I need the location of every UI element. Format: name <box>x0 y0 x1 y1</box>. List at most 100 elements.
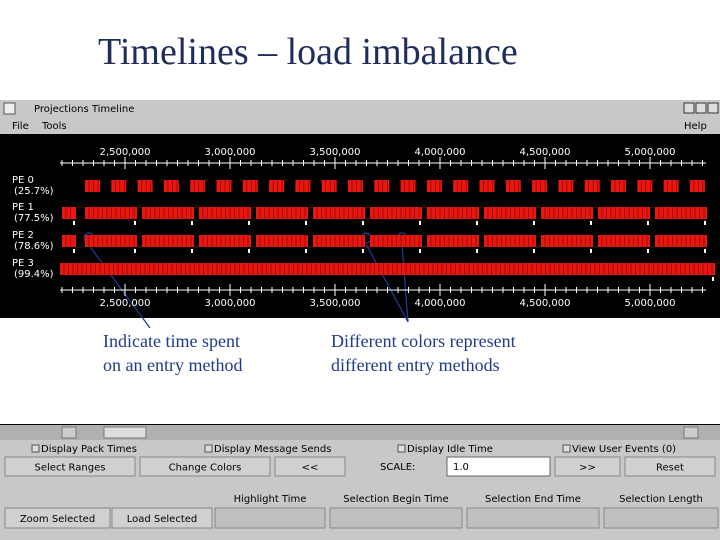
window-title: Projections Timeline <box>34 104 134 115</box>
axis-label: 3,000,000 <box>205 147 256 158</box>
button-label[interactable]: Zoom Selected <box>20 514 95 525</box>
scroll-arrow[interactable] <box>61 426 77 439</box>
message-mark <box>191 221 193 225</box>
button-label[interactable]: Reset <box>656 463 684 474</box>
pe-label: PE 0 <box>12 175 34 186</box>
pe-usage: (77.5%) <box>14 213 54 224</box>
menu-item[interactable]: File <box>12 121 29 132</box>
field-label: Selection End Time <box>485 494 581 505</box>
pe-label: PE 1 <box>12 202 34 213</box>
field-label: Selection Length <box>619 494 703 505</box>
menu-bar <box>0 117 720 134</box>
message-mark <box>362 221 364 225</box>
checkbox[interactable] <box>562 444 571 453</box>
message-mark <box>248 221 250 225</box>
axis-label: 3,500,000 <box>310 147 361 158</box>
scale-input[interactable] <box>446 456 551 477</box>
slide-title: Timelines – load imbalance <box>98 31 518 73</box>
axis-label: 4,000,000 <box>415 147 466 158</box>
scale-label: SCALE: <box>380 462 415 473</box>
message-mark <box>476 249 478 253</box>
checkbox[interactable] <box>397 444 406 453</box>
annotation-area <box>0 318 720 424</box>
button-label[interactable]: >> <box>579 463 596 474</box>
button-label[interactable]: << <box>302 463 319 474</box>
message-mark <box>647 221 649 225</box>
message-mark <box>712 277 714 281</box>
button[interactable] <box>111 507 213 529</box>
scale-value[interactable]: 1.0 <box>453 462 469 473</box>
menu-item[interactable]: Help <box>684 121 707 132</box>
checkbox-label[interactable]: View User Events (0) <box>572 444 676 455</box>
message-mark <box>704 249 706 253</box>
axis-label: 4,500,000 <box>520 298 571 309</box>
button[interactable] <box>624 456 716 477</box>
pe-usage: (25.7%) <box>14 186 54 197</box>
field-box <box>214 507 326 529</box>
checkbox[interactable] <box>31 444 40 453</box>
field-box <box>466 507 600 529</box>
message-mark <box>476 221 478 225</box>
annotation-text: Different colors represent <box>331 331 516 351</box>
checkbox-label[interactable]: Display Message Sends <box>214 444 331 455</box>
pe-usage: (78.6%) <box>14 241 54 252</box>
message-mark <box>533 221 535 225</box>
button[interactable] <box>4 456 136 477</box>
button[interactable] <box>274 456 346 477</box>
message-mark <box>533 249 535 253</box>
checkbox[interactable] <box>204 444 213 453</box>
button[interactable] <box>4 507 111 529</box>
field-box <box>329 507 463 529</box>
close-button[interactable] <box>707 102 719 114</box>
axis-label: 3,500,000 <box>310 298 361 309</box>
message-mark <box>134 221 136 225</box>
pe-label: PE 2 <box>12 230 34 241</box>
message-mark <box>191 249 193 253</box>
axis-label: 5,000,000 <box>625 298 676 309</box>
message-mark <box>305 221 307 225</box>
button-label[interactable]: Change Colors <box>169 463 242 474</box>
message-mark <box>362 249 364 253</box>
message-mark <box>73 249 75 253</box>
scroll-arrow[interactable] <box>683 426 699 439</box>
field-box <box>603 507 719 529</box>
pe-label: PE 3 <box>12 258 34 269</box>
axis-label: 3,000,000 <box>205 298 256 309</box>
button[interactable] <box>139 456 271 477</box>
message-mark <box>704 221 706 225</box>
message-mark <box>419 249 421 253</box>
annotation-text: on an entry method <box>103 355 242 375</box>
message-mark <box>73 221 75 225</box>
scroll-thumb[interactable] <box>103 426 147 439</box>
field-label: Highlight Time <box>234 494 307 505</box>
scrollbar[interactable] <box>0 425 720 440</box>
checkbox-label[interactable]: Display Idle Time <box>407 444 493 455</box>
entry-block <box>60 263 715 275</box>
axis-label: 4,000,000 <box>415 298 466 309</box>
message-mark <box>647 249 649 253</box>
axis-label: 2,500,000 <box>100 147 151 158</box>
menu-item[interactable]: Tools <box>41 121 67 132</box>
annotation-text: Indicate time spent <box>103 331 240 351</box>
message-mark <box>590 221 592 225</box>
field-label: Selection Begin Time <box>343 494 448 505</box>
maximize-button[interactable] <box>695 102 707 114</box>
message-mark <box>305 249 307 253</box>
annotation-text: different entry methods <box>331 355 500 375</box>
button[interactable] <box>554 456 621 477</box>
axis-label: 5,000,000 <box>625 147 676 158</box>
pe-usage: (99.4%) <box>14 269 54 280</box>
button-label[interactable]: Select Ranges <box>35 463 106 474</box>
minimize-button[interactable] <box>683 102 695 114</box>
axis-label: 4,500,000 <box>520 147 571 158</box>
message-mark <box>590 249 592 253</box>
button-label[interactable]: Load Selected <box>127 514 198 525</box>
entry-block <box>62 207 76 219</box>
window-icon <box>3 102 16 115</box>
entry-block <box>62 235 76 247</box>
checkbox-label[interactable]: Display Pack Times <box>41 444 137 455</box>
axis-label: 2,500,000 <box>100 298 151 309</box>
message-mark <box>248 249 250 253</box>
message-mark <box>419 221 421 225</box>
window-titlebar <box>0 100 720 117</box>
